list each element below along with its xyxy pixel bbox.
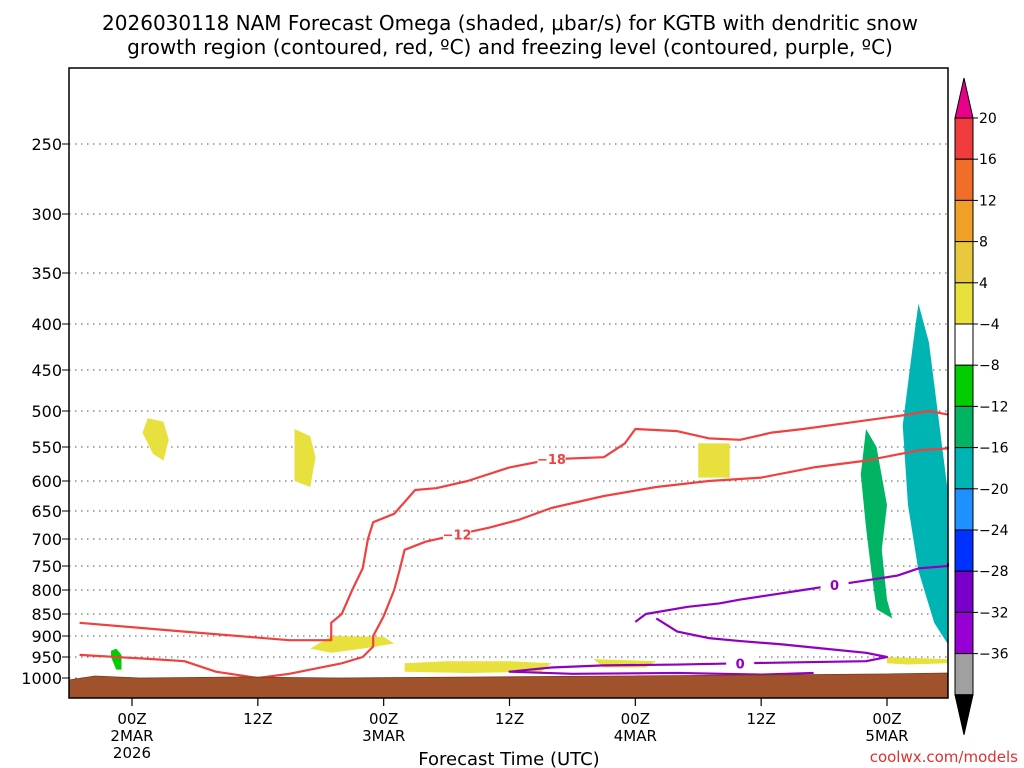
dgz-18-top-label: −18 [537, 453, 566, 468]
colorbar-label-11: −28 [979, 564, 1009, 580]
x-tick-label-48-0: 00Z [621, 710, 650, 728]
y-tick-label-700: 700 [31, 530, 62, 549]
x-tick-label-60-0: 12Z [746, 710, 775, 728]
freezing-0-upper-line [634, 563, 950, 623]
y-axis-ticks: 250 300 350 400 450 500 550 600 650 700 750 800 850 9… [21, 135, 69, 688]
colorbar-swatch-5 [954, 282, 974, 325]
x-tick-label-36-0: 12Z [495, 710, 524, 728]
y-tick-label-450: 450 [31, 361, 62, 380]
y-tick-label-350: 350 [31, 264, 62, 283]
x-tick-label-48-1: 4MAR [614, 727, 657, 745]
contour-lines: −18 −12 0 0 [79, 409, 950, 680]
grid-lines [69, 143, 948, 679]
colorbar-label-10: −24 [979, 523, 1009, 539]
freezing-0-lower-label: 0 [736, 657, 745, 672]
y-tick-label-300: 300 [31, 205, 62, 224]
omega-shade-6 [887, 657, 948, 665]
colorbar-swatch-7 [954, 364, 974, 407]
y-tick-label-800: 800 [31, 581, 62, 600]
colorbar-label-4: 4 [979, 276, 988, 292]
colorbar-label-5: −4 [979, 317, 1000, 333]
dgz-12-bottom-label-bg [443, 526, 472, 542]
colorbar-label-1: 16 [979, 152, 997, 168]
freezing-0-lower-label-bg [726, 655, 755, 671]
colorbar-label-3: 8 [979, 235, 988, 251]
ground-terrain [68, 672, 949, 699]
omega-shade-2 [310, 636, 395, 653]
x-tick-label-0-0: 00Z [117, 710, 146, 728]
colorbar-label-8: −16 [979, 441, 1009, 457]
colorbar-label-9: −20 [979, 482, 1009, 498]
colorbar-swatch-9 [954, 447, 974, 490]
x-tick-label-0-1: 2MAR [110, 727, 153, 745]
dgz-18-top-line [79, 409, 949, 642]
dgz-12-bottom-label: −12 [443, 529, 472, 544]
dgz-12-bottom-line [79, 447, 950, 680]
omega-shade-3 [404, 661, 552, 673]
plot-area: −18 −12 0 0 [68, 67, 950, 699]
colorbar-swatch-1 [954, 117, 974, 160]
y-tick-label-950: 950 [31, 648, 62, 667]
omega-shade-7 [111, 648, 122, 670]
terrain-surface [68, 672, 949, 699]
y-tick-label-400: 400 [31, 315, 62, 334]
colorbar-swatch-3 [954, 199, 974, 243]
y-tick-label-250: 250 [31, 135, 62, 154]
colorbar-label-13: −36 [979, 647, 1009, 663]
y-tick-label-600: 600 [31, 472, 62, 491]
omega-shade-9 [902, 303, 948, 645]
colorbar-swatch-11 [954, 529, 974, 572]
x-tick-label-72-1: 5MAR [865, 727, 908, 745]
omega-shade-1 [294, 429, 316, 487]
x-tick-label-24-1: 3MAR [362, 727, 405, 745]
colorbar-label-2: 12 [979, 193, 997, 209]
plot-frame [68, 67, 949, 699]
chart-title-line-2: growth region (contoured, red, ºC) and f… [127, 35, 893, 59]
colorbar-label-7: −12 [979, 399, 1009, 415]
freezing-0-lower-line [508, 617, 889, 676]
freezing-0-upper-label: 0 [830, 579, 839, 594]
colorbar-label-12: −32 [979, 605, 1009, 621]
credit-text: coolwx.com/models [870, 748, 1018, 766]
y-tick-label-650: 650 [31, 502, 62, 521]
y-tick-label-750: 750 [31, 557, 62, 576]
colorbar-swatch-14 [954, 653, 974, 696]
colorbar-swatch-4 [954, 241, 974, 284]
y-tick-label-1000: 1000 [21, 669, 62, 688]
colorbar-swatch-8 [954, 405, 974, 449]
y-tick-label-500: 500 [31, 402, 62, 421]
chart-title-line-1: 2026030118 NAM Forecast Omega (shaded, μ… [102, 11, 918, 35]
x-axis-label: Forecast Time (UTC) [418, 749, 599, 768]
x-tick-label-24-0: 00Z [369, 710, 398, 728]
x-tick-label-12-0: 12Z [243, 710, 272, 728]
omega-shade-4 [698, 443, 730, 478]
freezing-0-upper-label-bg [820, 577, 849, 593]
omega-shading [111, 303, 948, 673]
omega-shade-0 [142, 418, 169, 461]
omega-colorbar: 20 16 12 8 4 −4 −8 −12 −16 −20 −24 −28 −32 −36 [954, 77, 1009, 735]
colorbar-swatch-2 [954, 158, 974, 201]
colorbar-bottom-arrow [954, 694, 974, 735]
y-tick-label-850: 850 [31, 605, 62, 624]
x-tick-label-0-2: 2026 [113, 744, 151, 762]
colorbar-swatch-6 [954, 323, 974, 366]
omega-shade-8 [860, 429, 893, 619]
colorbar-label-0: 20 [979, 111, 997, 127]
colorbar-label-6: −8 [979, 358, 1000, 374]
y-tick-label-550: 550 [31, 438, 62, 457]
colorbar-swatch-10 [954, 488, 974, 531]
colorbar-swatch-13 [954, 611, 974, 655]
x-tick-label-72-0: 00Z [872, 710, 901, 728]
colorbar-top-arrow [954, 77, 974, 119]
y-tick-label-900: 900 [31, 627, 62, 646]
colorbar-swatch-12 [954, 570, 974, 613]
dgz-18-top-label-bg [537, 451, 566, 467]
